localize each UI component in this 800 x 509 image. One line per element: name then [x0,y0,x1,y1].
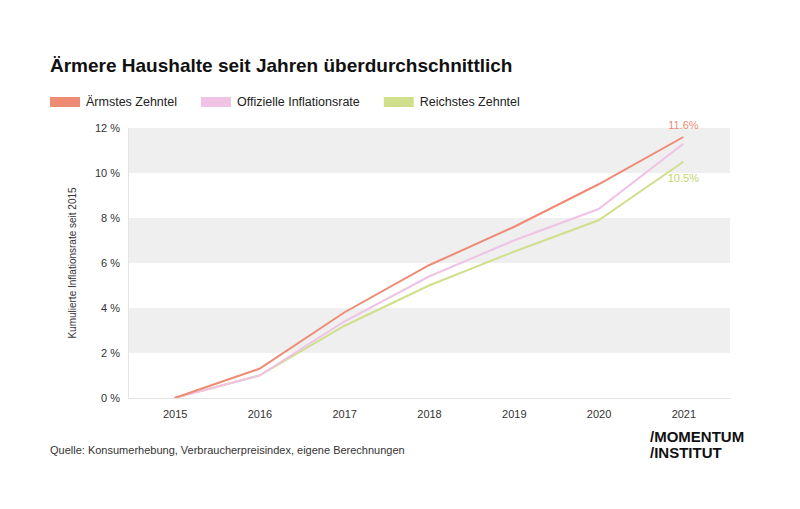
y-tick: 4 % [101,302,128,314]
annotations: 11.6% 10.5% [668,119,699,184]
legend: Ärmstes Zehntel Offizielle Inflationsrate… [50,95,520,109]
line [175,162,684,398]
legend-swatch [201,97,231,107]
grid-band [128,308,730,353]
y-tick-label: 0 % [101,392,120,404]
x-tick: 2017 [332,398,356,420]
x-tick-label: 2018 [417,408,441,420]
y-tick: 0 % [101,392,128,404]
legend-label: Reichstes Zehntel [420,95,520,109]
line [175,144,684,398]
y-tick-label: 4 % [101,302,120,314]
grid-band [128,353,730,398]
x-tick-label: 2017 [332,408,356,420]
legend-swatch [384,97,414,107]
x-tick: 2016 [248,398,272,420]
y-tick-label: 6 % [101,257,120,269]
grid-band [128,128,730,173]
legend-item: Reichstes Zehntel [384,95,520,109]
x-tick-label: 2020 [587,408,611,420]
legend-label: Ärmstes Zehntel [86,95,177,109]
annotation: 11.6% [668,119,699,131]
legend-swatch [50,97,80,107]
y-tick-label: 10 % [95,167,120,179]
logo: /MOMENTUM/INSTITUT [650,428,744,461]
grid [128,128,730,398]
y-tick-label: 12 % [95,122,120,134]
legend-item: Offizielle Inflationsrate [201,95,360,109]
legend-item: Ärmstes Zehntel [50,95,177,109]
legend-label: Offizielle Inflationsrate [237,95,360,109]
x-tick-label: 2019 [502,408,526,420]
x-tick-label: 2016 [248,408,272,420]
y-tick: 10 % [95,167,128,179]
y-axis: 0 % 2 % 4 % 6 % 8 % 10 % 12 % [95,122,129,404]
title: Ärmere Haushalte seit Jahren überdurchsc… [50,55,512,76]
x-axis: 2015 2016 2017 2018 2019 2020 2021 [129,398,731,420]
grid-band [128,218,730,263]
y-axis-title: Kumulierte Inflationsrate seit 2015 [67,187,78,339]
x-tick: 2019 [502,398,526,420]
y-tick: 6 % [101,257,128,269]
x-tick-label: 2021 [672,408,696,420]
x-tick: 2021 [672,398,696,420]
logo-text: /MOMENTUM [650,428,744,445]
logo-text: /INSTITUT [650,444,722,461]
source: Quelle: Konsumerhebung, Verbraucherpreis… [50,444,405,456]
y-tick-label: 2 % [101,347,120,359]
chart: Ärmere Haushalte seit Jahren überdurchsc… [0,0,800,509]
lines [175,137,684,398]
y-tick-label: 8 % [101,212,120,224]
x-tick: 2015 [163,398,187,420]
y-tick: 2 % [101,347,128,359]
y-tick: 8 % [101,212,128,224]
grid-band [128,173,730,218]
x-tick: 2018 [417,398,441,420]
x-tick: 2020 [587,398,611,420]
x-tick-label: 2015 [163,408,187,420]
y-tick: 12 % [95,122,128,134]
line [175,137,684,398]
annotation: 10.5% [668,172,699,184]
